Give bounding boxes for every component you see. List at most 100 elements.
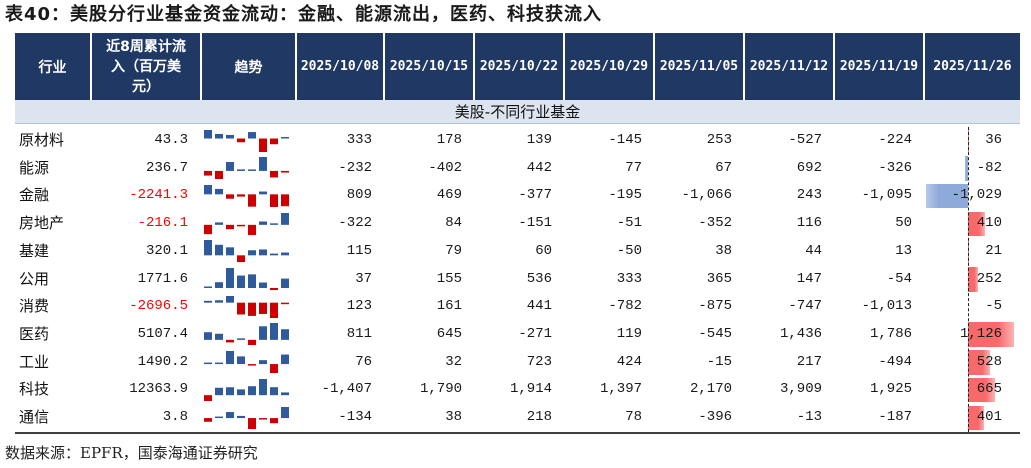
sparkline-bar [215, 334, 223, 341]
header-date: 2025/10/08 [295, 33, 383, 100]
weekly-flow-value: -402 [428, 159, 462, 176]
table-row: 消费 -2696.5 123 161 441 -782 -875 -747 -1,013 -5 [15, 293, 1020, 321]
sparkline-bar [281, 252, 289, 256]
weekly-flow-value: 38 [715, 242, 732, 259]
cumulative-flow-value: 12363.9 [129, 381, 188, 398]
sparkline-bar [226, 247, 234, 256]
sparkline-bar [259, 326, 267, 341]
data-bar-positive [968, 405, 985, 430]
weekly-flow-value: 1,397 [599, 381, 642, 398]
sparkline-bar [259, 378, 267, 395]
sparkline-bar [237, 338, 245, 341]
table-row: 科技 12363.9 -1,407 1,790 1,914 1,397 2,170 3,909… [15, 376, 1020, 404]
weekly-flow-value: 2,170 [689, 381, 732, 398]
sparkline-bar [281, 329, 289, 341]
sparkline-bar [270, 417, 278, 423]
table-row: 医药 5107.4 811 645 -271 119 -545 1,436 1,786 1,126 [15, 321, 1020, 349]
weekly-flow-value: 76 [355, 353, 372, 370]
sparkline-bar [204, 129, 212, 139]
sparkline-bar [259, 302, 267, 314]
sparkline-bar [270, 253, 278, 256]
cumulative-flow-value: 236.7 [145, 159, 188, 176]
data-bar-positive [968, 322, 1014, 347]
sparkline-bar [270, 171, 278, 178]
table-header: 行业 近8周累计流入（百万美元） 趋势 2025/10/08 2025/10/1… [15, 33, 1020, 100]
sparkline-bar [226, 194, 234, 199]
trend-sparkline [204, 323, 289, 346]
weekly-flow-value: 67 [715, 159, 732, 176]
trend-sparkline [204, 184, 289, 207]
weekly-flow-value: -145 [608, 132, 642, 148]
industry-label: 医药 [19, 324, 50, 343]
weekly-flow-value: 333 [346, 132, 372, 148]
source-note: 数据来源：EPFR，国泰海通证券研究 [5, 444, 258, 462]
weekly-flow-value: 50 [895, 215, 912, 232]
table-row: 通信 3.8 -134 38 218 78 -396 -13 -187 401 [15, 404, 1020, 432]
trend-sparkline [204, 268, 289, 290]
sparkline-bar [281, 406, 289, 418]
sparkline-bar [248, 274, 256, 288]
sparkline-bar [270, 222, 278, 225]
sparkline-bar [204, 362, 212, 365]
industry-label: 能源 [19, 158, 50, 177]
sparkline-bar [248, 131, 256, 139]
weekly-flow-value: 424 [616, 353, 642, 370]
weekly-flow-value: -13 [796, 409, 822, 425]
sparkline-bar [281, 194, 289, 207]
trend-sparkline [204, 378, 289, 401]
sparkline-bar [237, 389, 245, 395]
sparkline-bar [215, 188, 223, 195]
weekly-flow-value: 119 [616, 325, 642, 342]
weekly-flow-value: 32 [445, 353, 462, 370]
cumulative-flow-value: 1490.2 [137, 353, 188, 370]
weekly-flow-value: 77 [625, 159, 642, 176]
weekly-flow-value: 1,925 [869, 381, 912, 398]
sparkline-bar [215, 282, 223, 288]
weekly-flow-value: -1,095 [861, 187, 912, 204]
data-bar-negative [926, 183, 969, 209]
sparkline-bar [237, 356, 245, 365]
header-date: 2025/11/19 [833, 33, 923, 100]
weekly-flow-value: 116 [796, 215, 822, 232]
industry-label: 金融 [19, 186, 50, 205]
weekly-flow-value: -151 [518, 215, 552, 232]
weekly-flow-value: -15 [706, 353, 732, 370]
header-date: 2025/11/12 [743, 33, 833, 100]
trend-sparkline [204, 295, 289, 318]
sparkline-bar [226, 295, 234, 303]
sparkline-bar [237, 224, 245, 226]
data-bar-positive [968, 377, 996, 403]
weekly-flow-value: 161 [436, 298, 462, 315]
weekly-flow-value: 410 [976, 215, 1002, 232]
weekly-flow-value: 401 [976, 409, 1002, 425]
sparkline-bar [204, 394, 212, 401]
weekly-flow-value: 13 [895, 242, 912, 259]
table-title: 表40：美股分行业基金资金流动：金融、能源流出，医药、科技获流入 [5, 4, 603, 25]
weekly-flow-value: -545 [698, 325, 732, 342]
weekly-flow-value: 44 [805, 242, 822, 259]
weekly-flow-value: 36 [985, 132, 1002, 148]
sparkline-bar [237, 138, 245, 142]
weekly-flow-value: 37 [355, 270, 372, 287]
weekly-flow-value: -1,066 [681, 187, 732, 204]
sparkline-bar [248, 224, 256, 235]
weekly-flow-value: 217 [796, 353, 822, 370]
industry-label: 原材料 [19, 131, 65, 149]
trend-sparkline [204, 157, 289, 180]
weekly-flow-value: 665 [976, 381, 1002, 398]
header-date: 2025/11/05 [653, 33, 743, 100]
header-date: 2025/10/29 [563, 33, 653, 100]
weekly-flow-value: -187 [878, 409, 912, 425]
industry-label: 房地产 [19, 214, 65, 233]
weekly-flow-value: 243 [796, 187, 822, 204]
sparkline-bar [281, 278, 289, 288]
data-bar-positive [968, 267, 979, 292]
weekly-flow-value: 218 [526, 409, 552, 425]
sparkline-bar [215, 171, 223, 180]
sparkline-bar [259, 138, 267, 152]
weekly-flow-value: 84 [445, 215, 462, 232]
sparkline-bar [270, 287, 278, 290]
industry-label: 消费 [19, 297, 50, 316]
sparkline-bar [204, 300, 212, 303]
weekly-flow-value: 809 [346, 187, 372, 204]
